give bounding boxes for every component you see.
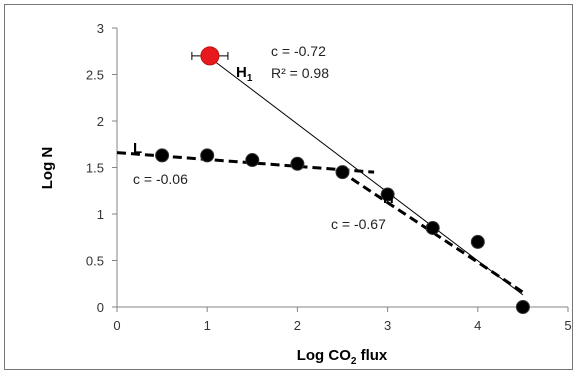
- data-point: [470, 234, 485, 249]
- fit-slope-H: c = -0.67: [331, 216, 386, 232]
- x-tick-label: 3: [384, 318, 391, 333]
- y-tick-label: 1.5: [86, 161, 104, 176]
- y-axis-label: Log N: [39, 147, 56, 190]
- y-tick-label: 1: [97, 207, 104, 222]
- data-points: [155, 46, 530, 314]
- fit-label-H1: H1: [236, 64, 253, 84]
- data-point: [380, 187, 395, 202]
- data-point: [425, 220, 440, 235]
- fit-slope-L: c = -0.06: [133, 171, 188, 187]
- x-tick-label: 2: [294, 318, 301, 333]
- data-point: [245, 153, 260, 168]
- highlight-data-point: [200, 46, 220, 66]
- y-tick-label: 0.5: [86, 254, 104, 269]
- y-tick-label: 2: [97, 114, 104, 129]
- fit-r2-H1: R² = 0.98: [271, 65, 329, 81]
- y-tick-label: 2.5: [86, 68, 104, 83]
- axis-ticks: 0 1 2 3 4 5 0 0.5 1 1.5 2 2.5 3: [86, 21, 572, 333]
- fit-label-H: H: [383, 190, 394, 207]
- fit-line-H1: [209, 57, 524, 296]
- data-point: [200, 148, 215, 163]
- x-axis-label: Log CO2 flux: [297, 347, 388, 367]
- fit-label-L: L: [133, 140, 142, 157]
- y-tick-label: 3: [97, 21, 104, 36]
- fit-slope-H1: c = -0.72: [271, 43, 326, 59]
- data-point: [515, 300, 530, 314]
- x-tick-label: 1: [204, 318, 211, 333]
- x-tick-label: 4: [474, 318, 481, 333]
- data-point: [155, 148, 170, 163]
- data-point: [335, 165, 350, 180]
- chart-frame: [4, 4, 573, 370]
- x-tick-label: 0: [113, 318, 120, 333]
- y-tick-label: 0: [97, 300, 104, 315]
- x-tick-label: 5: [564, 318, 571, 333]
- data-point: [290, 156, 305, 171]
